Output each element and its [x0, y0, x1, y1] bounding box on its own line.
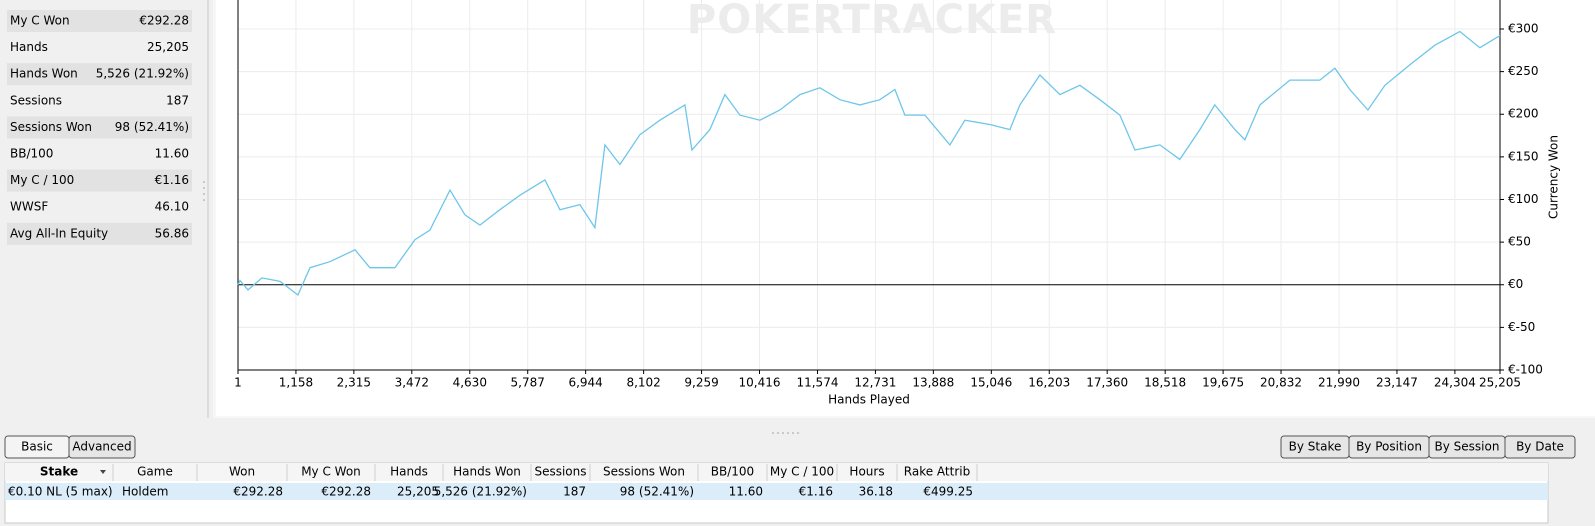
x-tick-label: 23,147 — [1376, 376, 1418, 390]
y-tick-label: €-50 — [1508, 320, 1535, 334]
stat-value: 98 (52.41%) — [115, 120, 189, 134]
profit-line — [237, 30, 1501, 297]
column-header[interactable]: Game — [137, 465, 173, 479]
stat-label: Hands Won — [10, 67, 78, 81]
stat-value: €292.28 — [139, 14, 189, 28]
stat-row-bg — [7, 222, 192, 245]
stat-label: Sessions — [10, 93, 62, 107]
stat-label: Sessions Won — [10, 120, 92, 134]
y-tick-label: €150 — [1508, 149, 1539, 163]
table-cell: €499.25 — [923, 485, 973, 499]
table-cell: 187 — [563, 485, 586, 499]
x-tick-label: 11,574 — [796, 376, 838, 390]
table-header-bg — [5, 463, 1548, 481]
x-tick-label: 18,518 — [1144, 376, 1186, 390]
x-tick-label: 10,416 — [738, 376, 780, 390]
column-header[interactable]: My C Won — [301, 465, 361, 479]
x-tick-label: 15,046 — [970, 376, 1012, 390]
x-tick-label: 3,472 — [395, 376, 429, 390]
graph-area — [216, 0, 1595, 416]
stat-label: WWSF — [10, 200, 48, 214]
column-header[interactable]: Won — [229, 465, 255, 479]
stat-value: 46.10 — [155, 200, 189, 214]
y-tick-label: €300 — [1508, 21, 1539, 35]
stat-row-bg — [7, 10, 192, 32]
tab-button[interactable] — [1504, 435, 1576, 459]
stat-label: My C Won — [10, 14, 70, 28]
stat-label: Avg All-In Equity — [10, 226, 108, 240]
column-header[interactable]: Rake Attrib — [904, 465, 970, 479]
x-tick-label: 25,205 — [1479, 376, 1521, 390]
tab-label[interactable]: Advanced — [72, 440, 131, 454]
tab-label[interactable]: By Position — [1356, 440, 1422, 454]
x-tick-label: 1 — [234, 376, 242, 390]
x-tick-label: 24,304 — [1434, 376, 1476, 390]
stat-label: Hands — [10, 40, 48, 54]
table-cell: €1.16 — [799, 485, 833, 499]
y-tick-label: €50 — [1508, 235, 1531, 249]
column-header[interactable]: Sessions — [534, 465, 586, 479]
column-header[interactable]: Hours — [849, 465, 884, 479]
table-cell: €292.28 — [321, 485, 371, 499]
column-header[interactable]: Hands Won — [453, 465, 521, 479]
table-cell: 36.18 — [859, 485, 893, 499]
x-axis-title: Hands Played — [828, 393, 910, 407]
y-tick-label: €200 — [1508, 107, 1539, 121]
y-axis-title: Currency Won — [1547, 135, 1561, 219]
row-highlight — [5, 483, 1548, 500]
stat-value: 187 — [166, 93, 189, 107]
table-cell: Holdem — [122, 485, 168, 499]
stat-value: 11.60 — [155, 147, 189, 161]
tab-label[interactable]: By Date — [1516, 440, 1564, 454]
column-header[interactable]: BB/100 — [711, 465, 754, 479]
stat-label: My C / 100 — [10, 173, 74, 187]
x-tick-label: 13,888 — [912, 376, 954, 390]
x-tick-label: 1,158 — [279, 376, 313, 390]
column-header[interactable]: My C / 100 — [770, 465, 834, 479]
column-header[interactable]: Sessions Won — [603, 465, 685, 479]
y-tick-label: €250 — [1508, 64, 1539, 78]
x-tick-label: 16,203 — [1028, 376, 1070, 390]
x-tick-label: 5,787 — [511, 376, 545, 390]
x-tick-label: 12,731 — [854, 376, 896, 390]
y-tick-label: €100 — [1508, 192, 1539, 206]
table-cell: 98 (52.41%) — [620, 485, 694, 499]
stat-row-bg — [7, 169, 192, 192]
x-tick-label: 9,259 — [684, 376, 718, 390]
column-header[interactable]: Stake — [40, 465, 78, 479]
tab-label[interactable]: By Stake — [1289, 440, 1342, 454]
stat-row-bg — [7, 63, 192, 86]
splitter-grip — [203, 181, 799, 434]
column-header[interactable]: Hands — [390, 465, 428, 479]
table-cell: €0.10 NL (5 max) — [8, 485, 113, 499]
x-tick-label: 4,630 — [453, 376, 487, 390]
x-tick-label: 6,944 — [568, 376, 602, 390]
tab-label[interactable]: By Session — [1435, 440, 1500, 454]
y-tick-label: €0 — [1508, 277, 1523, 291]
table-cell: 5,526 (21.92%) — [434, 485, 527, 499]
stat-value: 56.86 — [155, 226, 189, 240]
x-tick-label: 2,315 — [337, 376, 371, 390]
sort-arrow — [100, 470, 106, 474]
tab-label[interactable]: Basic — [21, 440, 53, 454]
stat-value: 5,526 (21.92%) — [96, 67, 189, 81]
stat-label: BB/100 — [10, 147, 53, 161]
x-tick-label: 20,832 — [1260, 376, 1302, 390]
stat-value: €1.16 — [155, 173, 189, 187]
x-tick-label: 19,675 — [1202, 376, 1244, 390]
x-tick-label: 17,360 — [1086, 376, 1128, 390]
x-tick-label: 8,102 — [626, 376, 660, 390]
tab-button[interactable] — [68, 435, 136, 459]
stat-value: 25,205 — [147, 40, 189, 54]
table-cell: 25,205 — [397, 485, 439, 499]
watermark: POKERTRACKER — [687, 0, 1057, 43]
stat-row-bg — [7, 116, 192, 139]
y-tick-label: €-100 — [1508, 363, 1543, 377]
x-tick-label: 21,990 — [1318, 376, 1360, 390]
table-cell: €292.28 — [233, 485, 283, 499]
table-cell: 11.60 — [729, 485, 763, 499]
